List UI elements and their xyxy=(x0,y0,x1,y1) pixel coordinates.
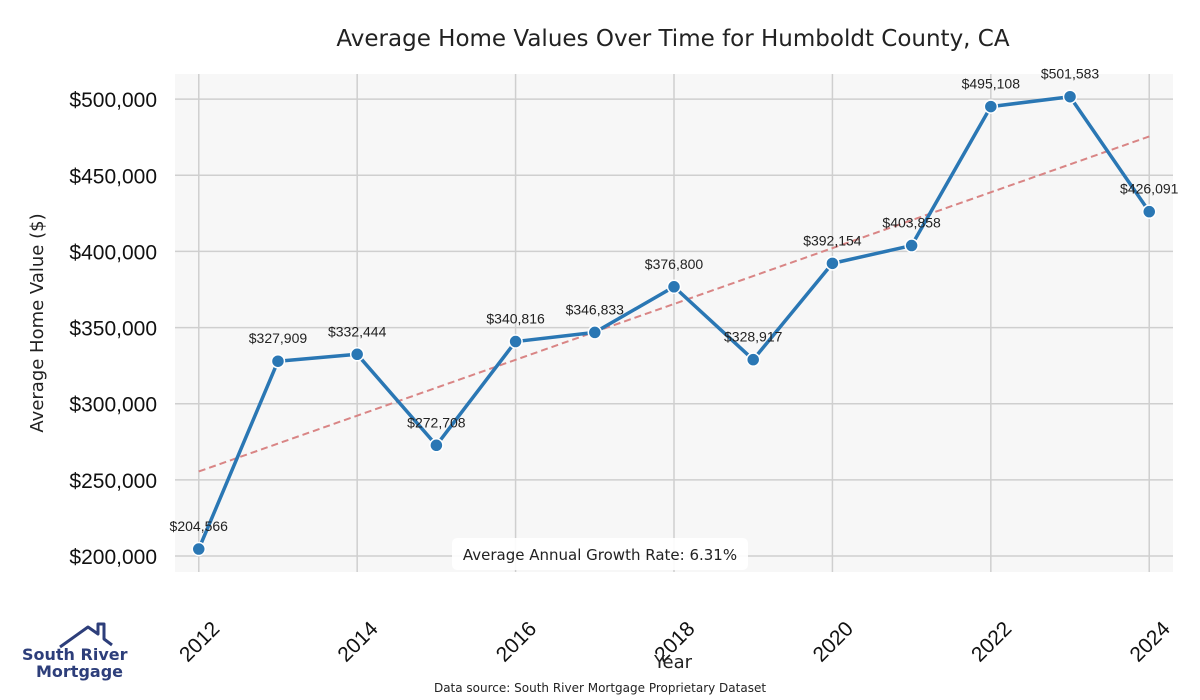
data-labels: $204,566 $327,909 $332,444 $272,708 $340,816… xyxy=(170,66,1179,534)
y-tick-label: $500,000 xyxy=(69,89,157,112)
house-roof-icon xyxy=(59,622,113,649)
logo-line1: South River xyxy=(22,645,128,664)
data-label: $204,566 xyxy=(170,518,229,534)
data-point xyxy=(429,438,444,453)
y-axis-ticks: $200,000 $250,000 $300,000 $350,000 $400,000… xyxy=(69,89,157,569)
data-point xyxy=(349,347,365,362)
chart-title: Average Home Values Over Time for Humbol… xyxy=(336,26,1009,52)
data-label: $376,800 xyxy=(645,256,704,272)
logo: South River Mortgage xyxy=(22,622,128,681)
data-label: $501,583 xyxy=(1041,66,1100,82)
data-point xyxy=(1141,204,1157,219)
y-tick-label: $250,000 xyxy=(69,470,157,493)
y-axis-label: Average Home Value ($) xyxy=(27,213,48,432)
data-label: $392,154 xyxy=(803,232,862,248)
grid xyxy=(175,74,1173,572)
data-label: $332,444 xyxy=(328,323,387,339)
data-label: $340,816 xyxy=(486,311,545,327)
y-tick-label: $450,000 xyxy=(69,165,157,188)
y-tick-label: $300,000 xyxy=(69,394,157,417)
data-point xyxy=(587,325,603,340)
data-source: Data source: South River Mortgage Propri… xyxy=(434,681,766,695)
data-label: $272,708 xyxy=(407,414,466,430)
data-point xyxy=(270,353,286,369)
data-label: $328,917 xyxy=(724,329,783,345)
data-point xyxy=(983,99,999,114)
data-point xyxy=(745,352,761,367)
data-point xyxy=(191,541,207,557)
data-point xyxy=(666,279,682,295)
x-tick-label: 2024 xyxy=(1125,617,1175,667)
x-tick-label: 2012 xyxy=(175,617,224,666)
y-tick-label: $200,000 xyxy=(69,546,157,569)
annotation-text: Average Annual Growth Rate: 6.31% xyxy=(463,546,737,564)
y-tick-label: $350,000 xyxy=(69,318,157,341)
data-point xyxy=(1062,89,1078,104)
x-axis-label: Year xyxy=(653,652,693,673)
data-point xyxy=(508,334,523,349)
x-tick-label: 2020 xyxy=(809,617,858,666)
data-label: $426,091 xyxy=(1120,181,1179,197)
logo-line2: Mortgage xyxy=(36,662,123,681)
data-label: $327,909 xyxy=(249,330,308,346)
trend-line xyxy=(198,135,1150,473)
y-tick-label: $400,000 xyxy=(69,241,157,264)
data-label: $495,108 xyxy=(962,76,1021,92)
x-tick-label: 2014 xyxy=(333,617,383,667)
data-label: $403,858 xyxy=(882,215,941,231)
data-points xyxy=(191,89,1157,557)
x-tick-label: 2016 xyxy=(492,617,541,666)
annotation-box xyxy=(452,538,748,570)
growth-rate-annotation: Average Annual Growth Rate: 6.31% xyxy=(452,538,748,570)
data-point xyxy=(904,238,919,253)
data-label: $346,833 xyxy=(566,301,625,317)
data-point xyxy=(825,256,840,271)
x-tick-label: 2022 xyxy=(967,617,1016,666)
